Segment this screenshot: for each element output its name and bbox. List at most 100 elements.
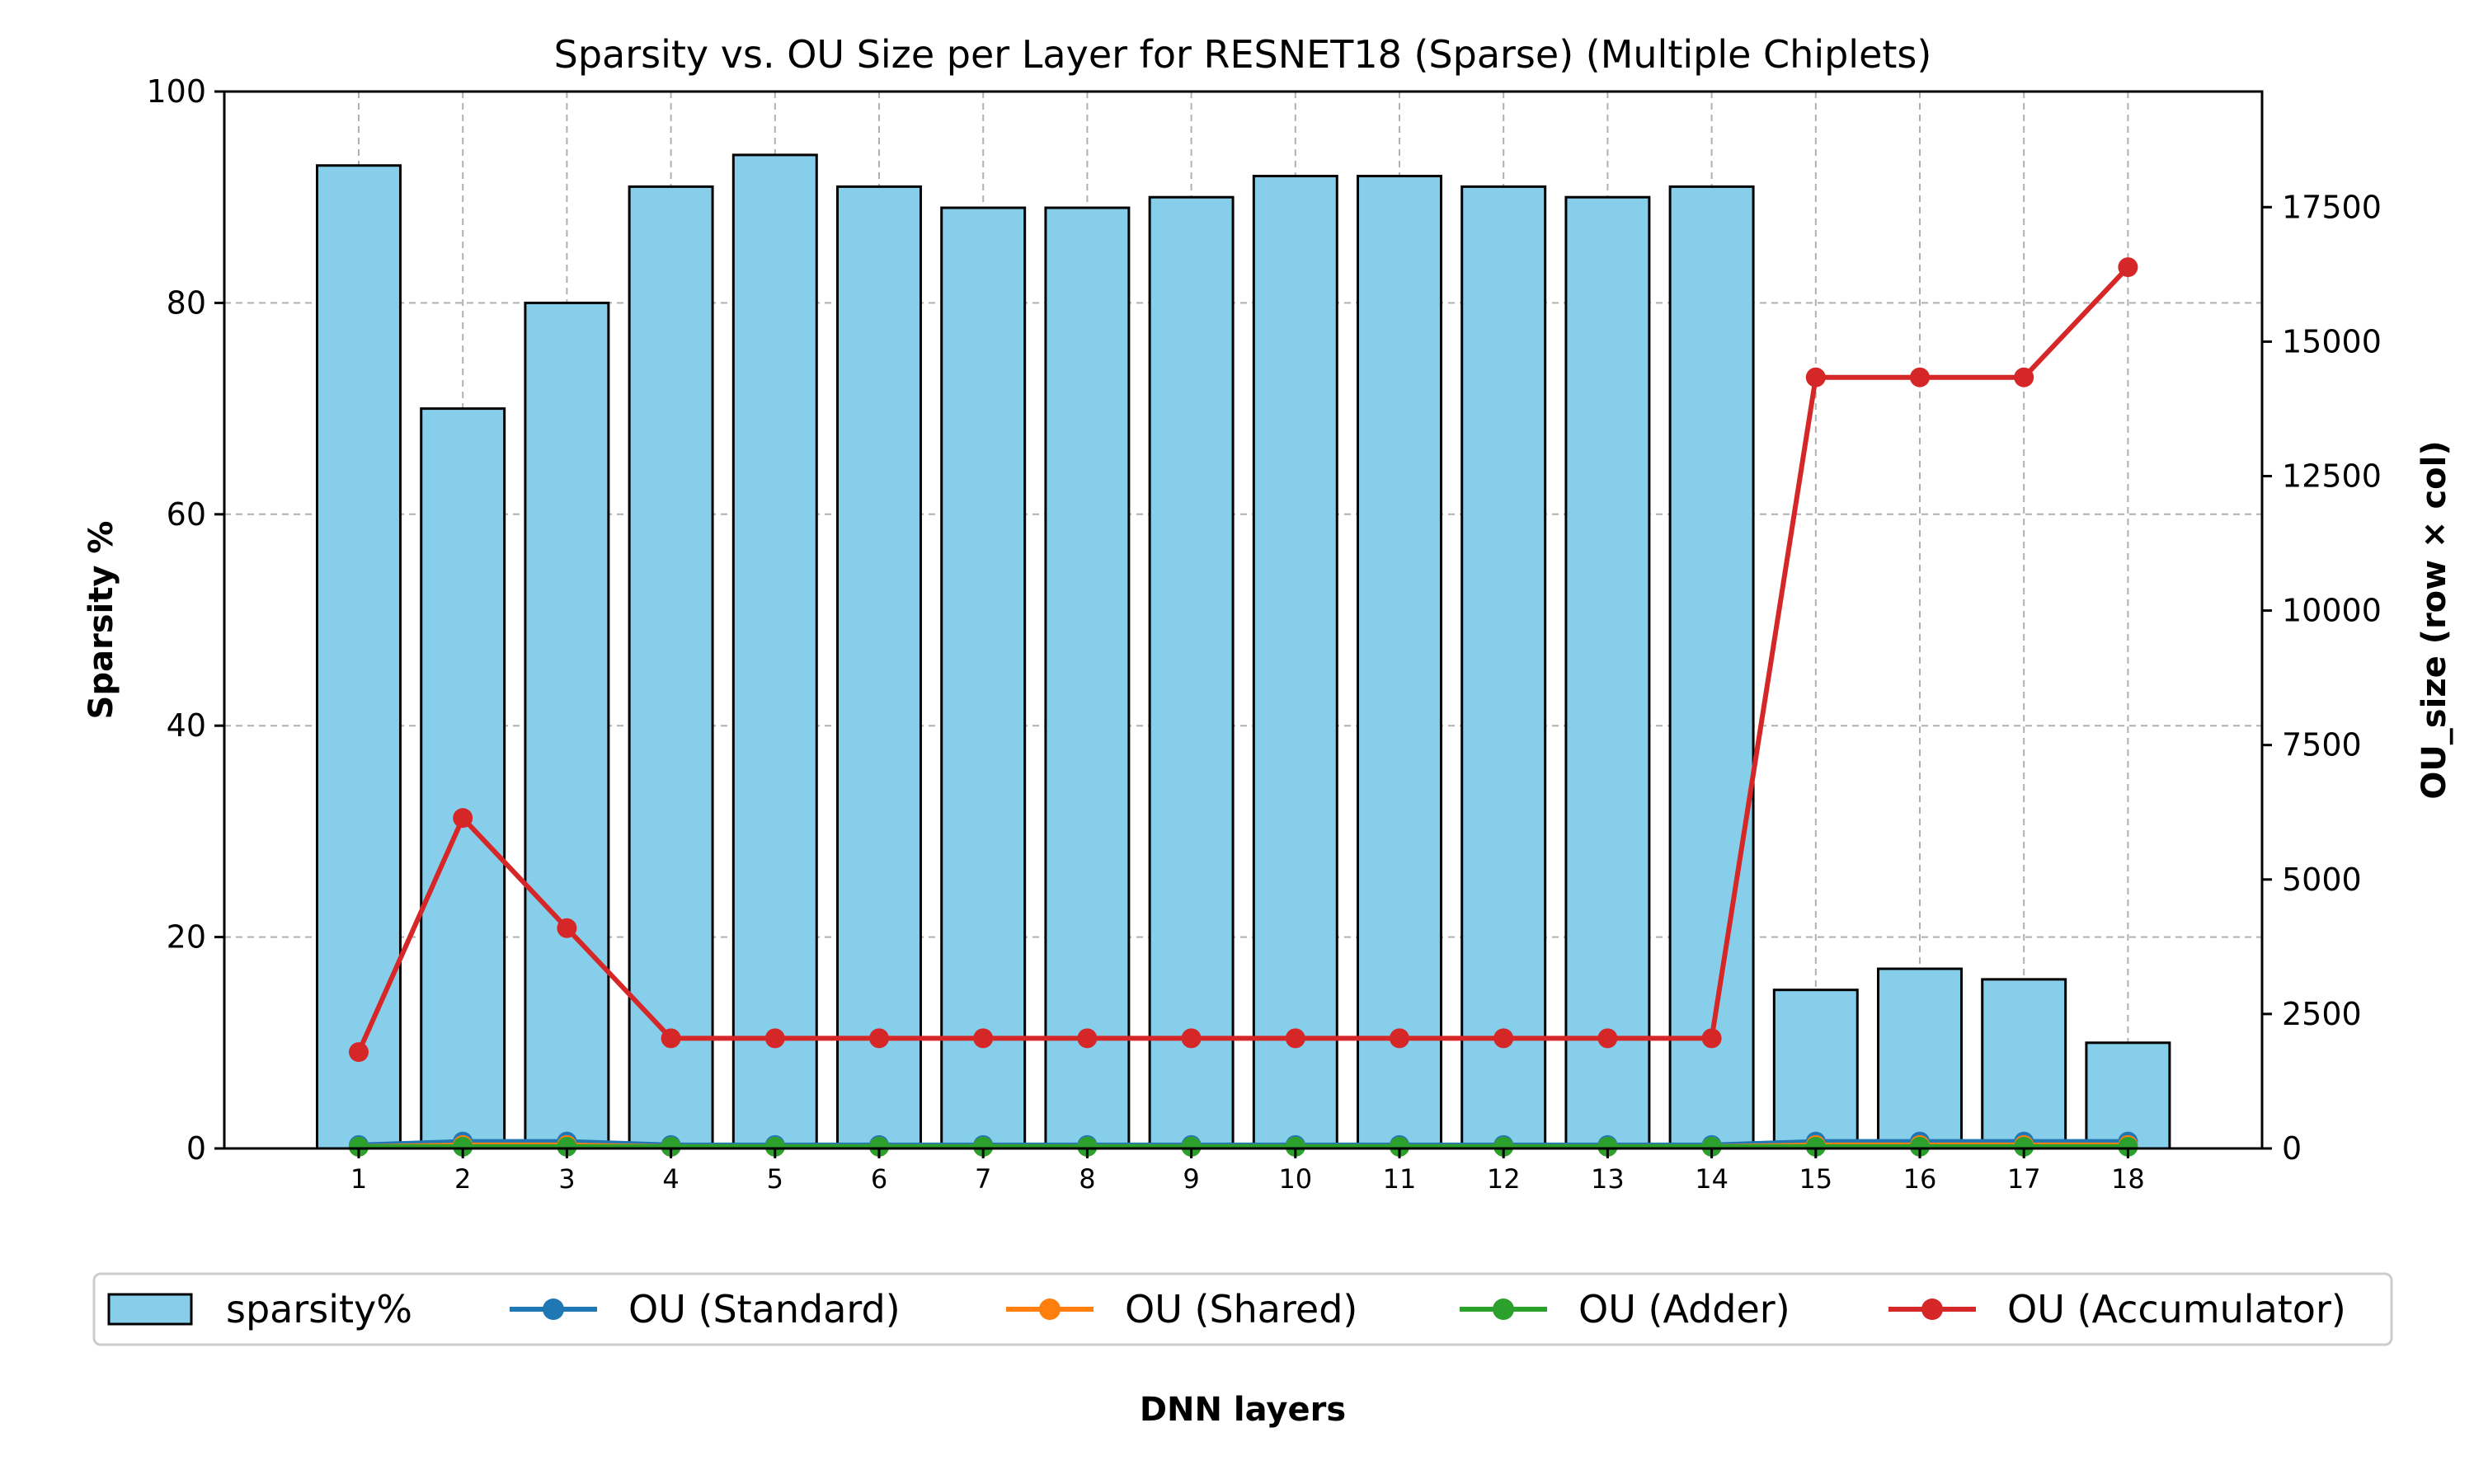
point-ou-adder	[453, 1136, 473, 1157]
point-ou-adder	[661, 1136, 681, 1157]
point-ou-adder	[1181, 1136, 1202, 1157]
series-line-ou-accumulator	[356, 265, 2130, 1054]
bar-layer-8	[1044, 206, 1131, 1150]
y2-tick-label: 12500	[2282, 458, 2382, 494]
point-ou-accumulator	[2014, 367, 2034, 387]
point-ou-accumulator	[1701, 1028, 1722, 1049]
legend-label-ou-accumulator: OU (Accumulator)	[2007, 1287, 2346, 1331]
point-ou-accumulator	[1910, 367, 1930, 387]
y2-axis: 0 2500 5000 7500 10000 12500 15000 17500	[2262, 189, 2382, 1167]
x-tick-label: 16	[1903, 1163, 1937, 1195]
legend-item-ou-adder: OU (Adder)	[1460, 1287, 1790, 1331]
x-axis: 1 2 3 4 5 6 7 8 9 10 11 12 13 14 15 16 17 18	[350, 1148, 2145, 1195]
point-ou-accumulator	[1805, 367, 1826, 387]
y2-tick-label: 5000	[2282, 862, 2362, 898]
x-tick-label: 12	[1487, 1163, 1521, 1195]
point-ou-accumulator	[973, 1028, 994, 1049]
point-ou-adder	[1805, 1136, 1826, 1157]
bars	[316, 153, 2171, 1150]
legend-label-ou-shared: OU (Shared)	[1125, 1287, 1357, 1331]
x-tick-label: 11	[1383, 1163, 1417, 1195]
point-ou-accumulator	[1077, 1028, 1098, 1049]
y2-tick-label: 7500	[2282, 727, 2362, 763]
x-tick-label: 3	[558, 1163, 575, 1195]
point-ou-adder	[1493, 1136, 1514, 1157]
point-ou-adder	[1390, 1136, 1409, 1157]
x-tick-label: 10	[1278, 1163, 1312, 1195]
point-ou-adder	[2118, 1136, 2138, 1157]
plot-frame	[223, 90, 2264, 1150]
point-ou-adder	[764, 1136, 785, 1157]
x-tick-label: 15	[1799, 1163, 1832, 1195]
point-ou-accumulator	[2118, 257, 2138, 278]
lines	[349, 257, 2138, 1157]
point-ou-accumulator	[764, 1028, 785, 1049]
point-ou-adder	[869, 1136, 889, 1157]
point-ou-accumulator	[1390, 1028, 1409, 1049]
x-tick-label: 17	[2007, 1163, 2041, 1195]
bar-layer-14	[1668, 185, 1755, 1150]
legend-item-ou-shared: OU (Shared)	[1006, 1287, 1357, 1331]
x-tick-label: 14	[1695, 1163, 1729, 1195]
y-tick-label: 40	[167, 707, 206, 744]
point-ou-accumulator	[1285, 1028, 1305, 1049]
chart-title: Sparsity vs. OU Size per Layer for RESNE…	[554, 32, 1932, 77]
bar-layer-15	[1772, 989, 1859, 1150]
y-tick-label: 20	[167, 919, 206, 956]
x-axis-label: DNN layers	[1140, 1391, 1346, 1429]
x-tick-label: 9	[1183, 1163, 1199, 1195]
bar-layer-5	[731, 153, 818, 1150]
legend-label-ou-adder: OU (Adder)	[1578, 1287, 1790, 1331]
bar-layer-16	[1877, 967, 1963, 1150]
legend-marker-ou-adder	[1493, 1298, 1514, 1320]
point-ou-adder	[349, 1136, 369, 1157]
legend: sparsity% OU (Standard) OU (Shared) OU (…	[92, 1272, 2393, 1346]
bar-layer-6	[836, 185, 922, 1150]
point-ou-adder	[973, 1136, 994, 1157]
point-ou-accumulator	[557, 918, 577, 938]
y2-tick-label: 0	[2282, 1130, 2302, 1167]
legend-label-sparsity: sparsity%	[226, 1287, 412, 1331]
point-ou-accumulator	[453, 808, 473, 829]
bar-layer-13	[1564, 195, 1651, 1150]
legend-marker-ou-accumulator	[1921, 1298, 1943, 1320]
x-tick-label: 4	[662, 1163, 679, 1195]
x-tick-label: 6	[871, 1163, 887, 1195]
bar-layer-17	[1981, 978, 2067, 1150]
point-ou-accumulator	[1597, 1028, 1618, 1049]
point-ou-adder	[2014, 1136, 2034, 1157]
point-ou-accumulator	[1181, 1028, 1202, 1049]
bar-layer-12	[1460, 185, 1547, 1150]
y-axis-label: Sparsity %	[82, 521, 120, 720]
y-tick-label: 0	[186, 1130, 206, 1167]
point-ou-adder	[1701, 1136, 1722, 1157]
x-tick-label: 18	[2111, 1163, 2145, 1195]
bar-layer-3	[524, 301, 610, 1150]
y-axis: 0 20 40 60 80 100	[146, 73, 224, 1167]
legend-item-ou-accumulator: OU (Accumulator)	[1888, 1287, 2346, 1331]
legend-label-ou-standard: OU (Standard)	[628, 1287, 901, 1331]
x-tick-label: 1	[350, 1163, 367, 1195]
point-ou-accumulator	[1493, 1028, 1514, 1049]
legend-marker-ou-standard	[543, 1298, 564, 1320]
x-tick-label: 8	[1079, 1163, 1095, 1195]
point-ou-accumulator	[661, 1028, 681, 1049]
legend-frame	[92, 1272, 2393, 1346]
x-tick-label: 13	[1591, 1163, 1625, 1195]
y2-tick-label: 2500	[2282, 996, 2362, 1032]
point-ou-adder	[1910, 1136, 1930, 1157]
bar-layer-1	[316, 164, 402, 1150]
point-ou-adder	[557, 1136, 577, 1157]
y2-axis-label: OU_size (row × col)	[2415, 440, 2453, 799]
y-tick-label: 60	[167, 496, 206, 533]
y-tick-label: 80	[167, 284, 206, 321]
bar-layer-7	[940, 206, 1027, 1150]
x-tick-label: 2	[454, 1163, 471, 1195]
point-ou-adder	[1077, 1136, 1098, 1157]
legend-swatch-sparsity	[107, 1293, 193, 1326]
y2-tick-label: 17500	[2282, 189, 2382, 225]
point-ou-adder	[1597, 1136, 1618, 1157]
point-ou-adder	[1285, 1136, 1305, 1157]
point-ou-accumulator	[869, 1028, 889, 1049]
